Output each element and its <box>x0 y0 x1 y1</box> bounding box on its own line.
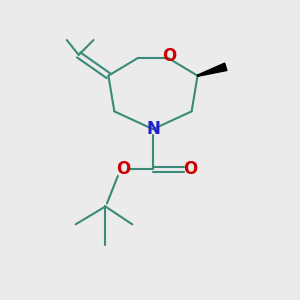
Text: N: N <box>146 120 160 138</box>
Text: O: O <box>162 47 176 65</box>
Text: O: O <box>116 160 130 178</box>
Polygon shape <box>197 63 227 76</box>
Text: O: O <box>184 160 198 178</box>
